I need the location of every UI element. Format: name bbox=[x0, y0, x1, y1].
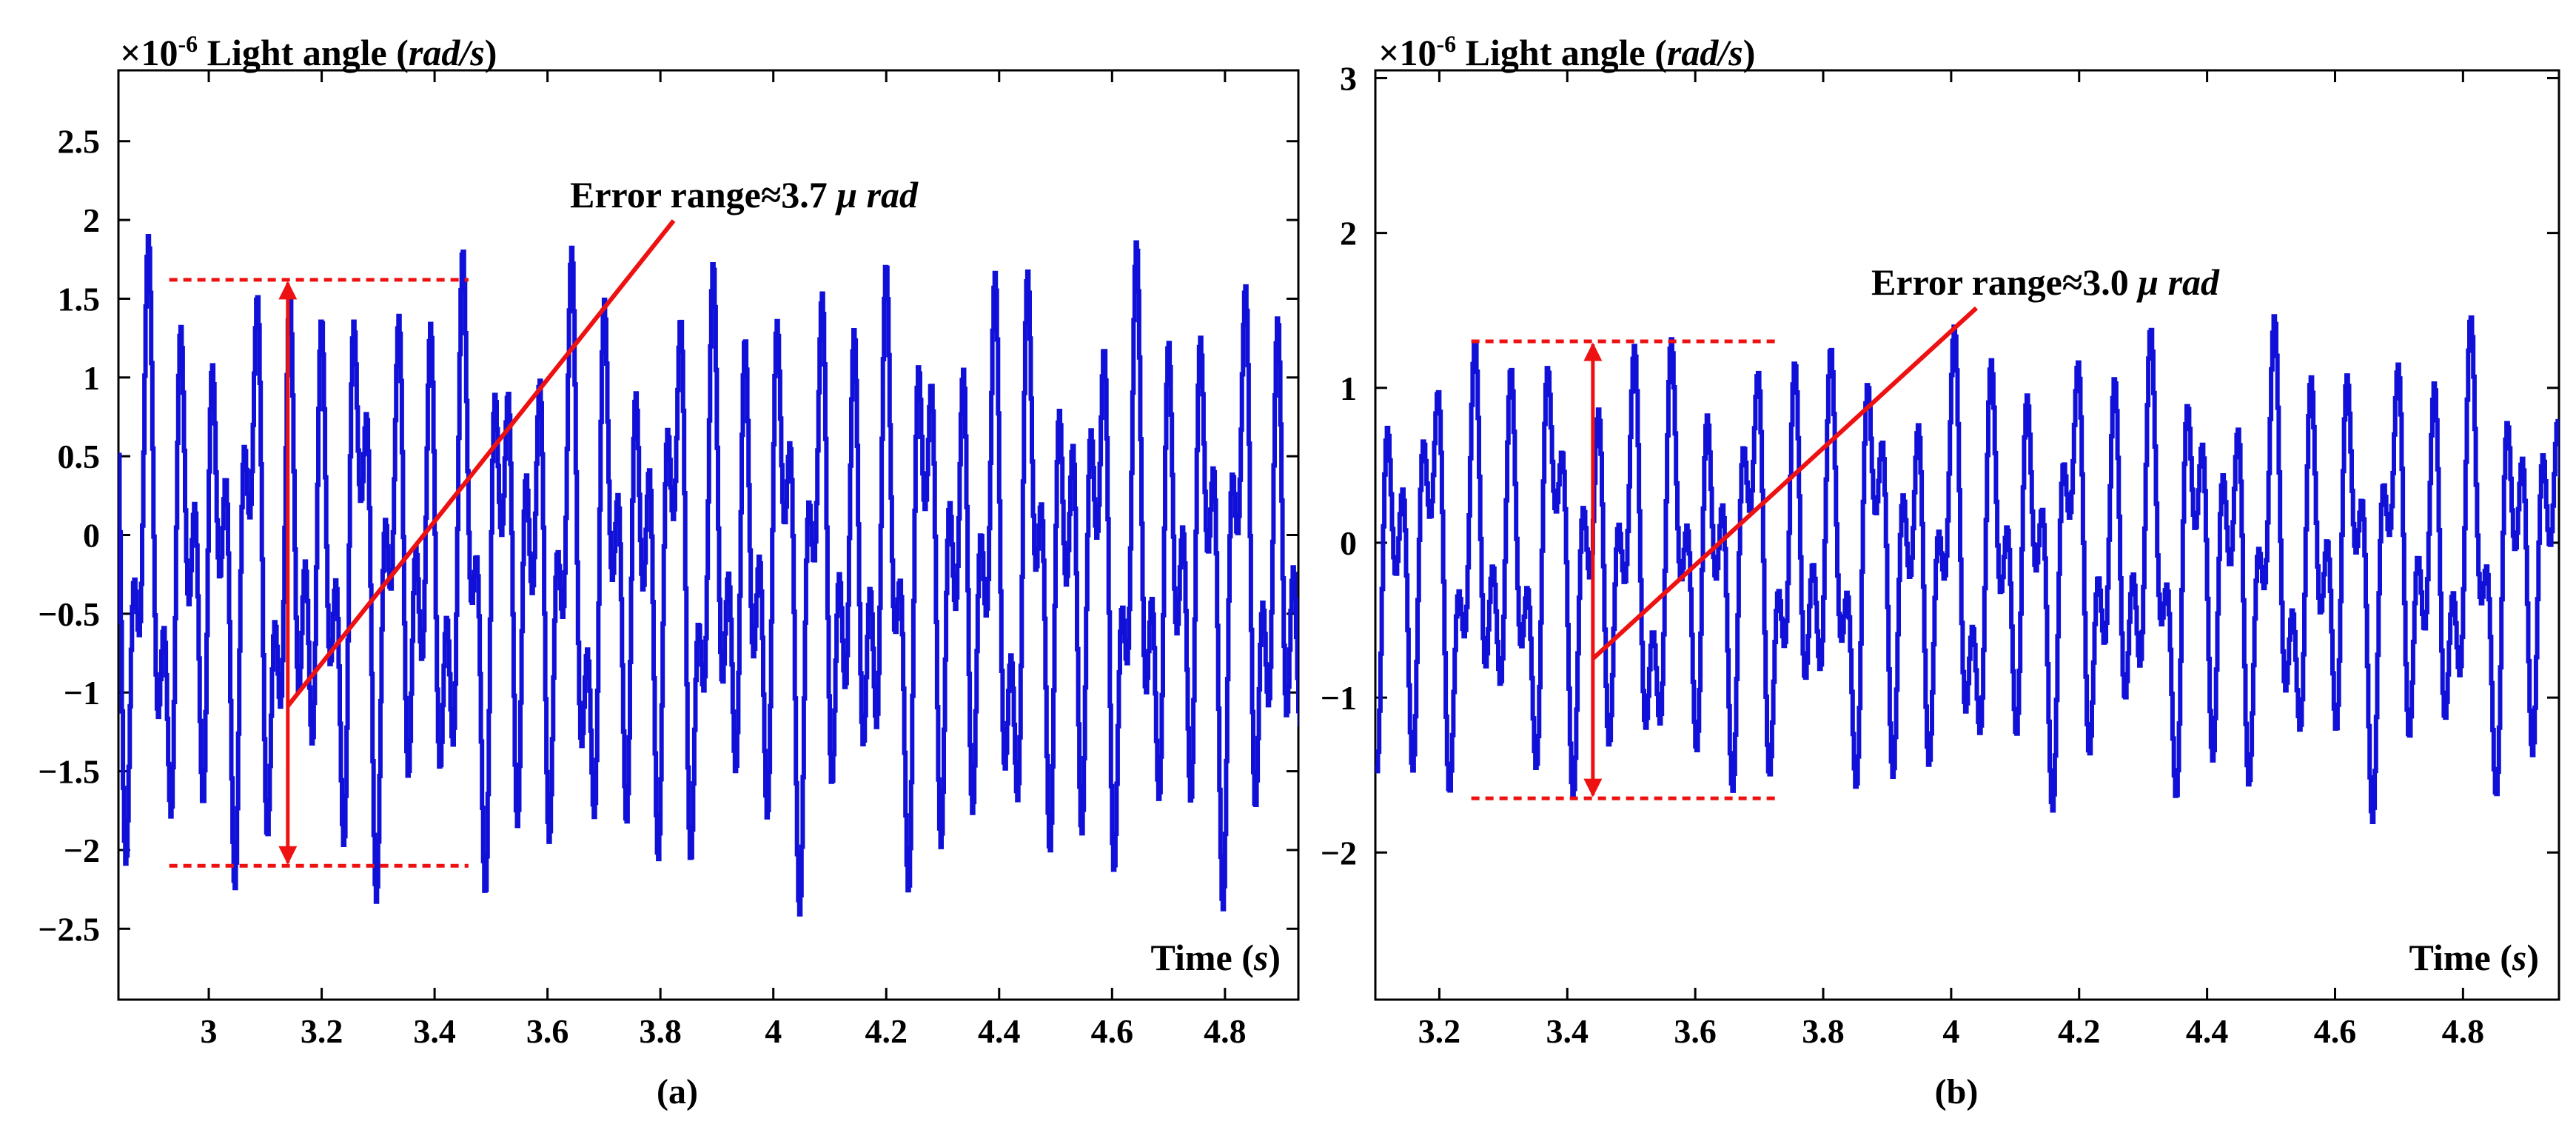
x-tick-label: 3 bbox=[201, 1012, 218, 1050]
y-axis-title-b: ×10-6 Light angle (rad/s) bbox=[1378, 30, 1755, 73]
x-tick-label: 3.2 bbox=[301, 1012, 343, 1050]
x-tick-label: 3.4 bbox=[1546, 1012, 1589, 1050]
panel-a: ×10-6 Light angle (rad/s) Time (s) 3 3.2 3… bbox=[38, 30, 1300, 1111]
y-tick-label: 2.5 bbox=[58, 123, 101, 161]
error-range-label-a: Error range≈3.7 μ rad bbox=[570, 174, 919, 215]
x-tick-label: 4.8 bbox=[2442, 1012, 2485, 1050]
x-tick-label: 4 bbox=[1942, 1012, 1959, 1050]
x-tick-label: 3.4 bbox=[413, 1012, 456, 1050]
y-tick-label: 0.5 bbox=[58, 438, 101, 475]
x-tick-label: 3.8 bbox=[639, 1012, 682, 1050]
x-tick-label: 4.4 bbox=[978, 1012, 1021, 1050]
x-tick-label: 4.6 bbox=[1091, 1012, 1134, 1050]
y-tick-label: 0 bbox=[1340, 524, 1357, 562]
y-tick-label: 2 bbox=[83, 201, 100, 239]
x-axis-title-b: Time (s) bbox=[2409, 937, 2539, 978]
plot-frame-b bbox=[1374, 69, 2560, 1001]
y-tick-label: 1 bbox=[1340, 369, 1357, 407]
y-tick-label: 3 bbox=[1340, 59, 1357, 97]
y-tick-label: 1 bbox=[83, 359, 100, 397]
x-tick-label: 3.8 bbox=[1802, 1012, 1845, 1050]
x-tick-label: 4.8 bbox=[1204, 1012, 1247, 1050]
x-tick-label: 4.2 bbox=[865, 1012, 908, 1050]
x-tick-label: 3.6 bbox=[1674, 1012, 1717, 1050]
annotation-leader-line-b bbox=[1591, 306, 1979, 661]
y-tick-label: 2 bbox=[1340, 215, 1357, 253]
y-tick-label: 0 bbox=[83, 517, 100, 555]
x-axis-title-a: Time (s) bbox=[1151, 937, 1281, 978]
error-range-label-b: Error range≈3.0 μ rad bbox=[1871, 261, 2220, 303]
annotation-leader-line-a bbox=[286, 219, 676, 708]
y-tick-label: −1.5 bbox=[38, 753, 100, 791]
x-tick-label: 4.2 bbox=[2058, 1012, 2101, 1050]
axis-ticks-a: 3 3.2 3.4 3.6 3.8 4 4.2 4.4 4.6 4.8 2.5 2 1.5 1 0.5 0 −0… bbox=[38, 70, 1298, 1050]
x-tick-label: 3.2 bbox=[1418, 1012, 1461, 1050]
series-line-a bbox=[118, 234, 1298, 917]
y-tick-label: −2.5 bbox=[38, 910, 100, 948]
x-tick-label: 3.6 bbox=[526, 1012, 569, 1050]
panel-label-a: (a) bbox=[657, 1072, 698, 1111]
y-tick-label: −1 bbox=[1321, 679, 1357, 717]
x-tick-label: 4.6 bbox=[2314, 1012, 2357, 1050]
panel-b: ×10-6 Light angle (rad/s) Time (s) 3.2 3.… bbox=[1321, 30, 2560, 1111]
axis-ticks-b: 3.2 3.4 3.6 3.8 4 4.2 4.4 4.6 4.8 3 2 1 0 −1 −2 bbox=[1321, 59, 2559, 1050]
y-axis-title-a: ×10-6 Light angle (rad/s) bbox=[120, 30, 497, 73]
y-tick-label: −2 bbox=[1321, 834, 1357, 872]
y-tick-label: 1.5 bbox=[58, 280, 101, 318]
x-tick-label: 4.4 bbox=[2186, 1012, 2229, 1050]
y-tick-label: −0.5 bbox=[38, 595, 100, 633]
x-tick-label: 4 bbox=[765, 1012, 782, 1050]
y-tick-label: −1 bbox=[64, 674, 100, 712]
panel-label-b: (b) bbox=[1935, 1072, 1979, 1111]
y-tick-label: −2 bbox=[64, 832, 100, 869]
